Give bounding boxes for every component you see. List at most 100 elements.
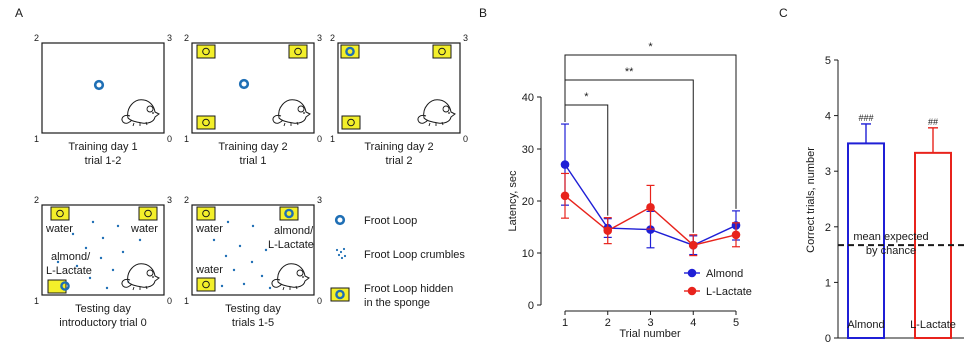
arena-caption-line2: trials 1-5 (232, 317, 274, 329)
x-tick-label: 4 (690, 317, 696, 329)
significance-annotation: ## (928, 117, 938, 127)
legend-swatch-point (687, 268, 697, 278)
sponge-with-froot-loop-icon (47, 279, 70, 294)
corner-label: 2 (330, 33, 335, 43)
arena-caption-line1: Training day 2 (364, 141, 433, 153)
corner-label: 2 (184, 33, 189, 43)
sponge-icon (196, 206, 216, 221)
legend-label: L-Lactate (706, 286, 752, 298)
corner-label: 0 (167, 134, 172, 144)
y-tick-label: 4 (825, 111, 831, 123)
arena-caption-line1: Testing day (75, 303, 131, 315)
corner-label: 1 (34, 134, 39, 144)
significance-label: ** (625, 66, 634, 78)
panel-letter-c: C (779, 6, 788, 20)
bar (847, 142, 885, 339)
sponge-with-froot-loop-icon (340, 44, 360, 59)
correct-trials-bar-chart: 0 1 2 3 4 5 ### Almond ## L-Lactate mean expected b… (825, 55, 964, 343)
y-tick-label: 0 (528, 300, 534, 312)
y-tick-label: 3 (825, 166, 831, 178)
significance-label: * (648, 41, 653, 53)
corner-label: 3 (167, 195, 172, 205)
legend-froot-loop: Froot Loop (364, 215, 417, 227)
y-axis-title: Correct trials, number (805, 147, 817, 253)
odor-label: L-Lactate (46, 265, 92, 277)
legend-hidden-line1: Froot Loop hidden (364, 283, 453, 295)
arena-caption-line1: Training day 1 (68, 141, 137, 153)
odor-label: L-Lactate (268, 239, 314, 251)
y-tick-label: 2 (825, 222, 831, 234)
corner-label: 0 (317, 296, 322, 306)
sponge-with-froot-loop-icon (330, 287, 350, 302)
arena-caption-line1: Testing day (225, 303, 281, 315)
reference-line-label: by chance (866, 245, 916, 257)
sponge-icon (196, 115, 216, 130)
panel-letter-a: A (15, 6, 23, 20)
crumbles-icon (335, 247, 347, 260)
x-tick-label: 5 (733, 317, 739, 329)
water-label: water (195, 223, 223, 235)
corner-label: 3 (317, 33, 322, 43)
y-tick-label: 1 (825, 277, 831, 289)
corner-label: 3 (463, 33, 468, 43)
arena-testing-trials1-5: 2 3 1 0 water water almond/ L-Lactate Te… (184, 195, 322, 329)
sponge-icon (288, 44, 308, 59)
sponge-icon (138, 206, 158, 221)
legend-panel-a: Froot Loop Froot Loop crumbles Froot Loo… (330, 214, 465, 309)
data-point (646, 202, 655, 212)
legend-label: Almond (706, 268, 743, 280)
arena-caption-line2: introductory trial 0 (59, 317, 146, 329)
x-tick-label: L-Lactate (910, 319, 956, 331)
legend-crumbles: Froot Loop crumbles (364, 249, 465, 261)
x-tick-label: 3 (647, 317, 653, 329)
data-point (560, 160, 570, 169)
corner-label: 3 (317, 195, 322, 205)
legend-swatch-point (687, 286, 697, 296)
sponge-icon (432, 44, 452, 59)
y-tick-label: 40 (522, 92, 534, 104)
arena-caption-line1: Training day 2 (218, 141, 287, 153)
corner-label: 3 (167, 33, 172, 43)
x-tick-label: 2 (605, 317, 611, 329)
corner-label: 0 (463, 134, 468, 144)
sponge-icon (196, 44, 216, 59)
corner-label: 0 (167, 296, 172, 306)
y-tick-label: 10 (522, 248, 534, 260)
y-tick-label: 0 (825, 333, 831, 343)
arena-training-day1: 2 3 1 0 Training day 1 trial 1-2 (34, 33, 172, 167)
crumbles-scatter (56, 220, 142, 290)
significance-bracket (564, 104, 609, 216)
sponge-icon (50, 206, 70, 221)
data-point (560, 191, 570, 201)
legend-hidden-line2: in the sponge (364, 297, 430, 309)
significance-annotation: ### (858, 113, 873, 123)
arena-training-day2-trial1: 2 3 1 0 Training day 2 trial 1 (184, 33, 322, 167)
water-label: water (195, 264, 223, 276)
corner-label: 1 (330, 134, 335, 144)
corner-label: 0 (317, 134, 322, 144)
corner-label: 1 (184, 134, 189, 144)
reference-line-label: mean expected (853, 231, 928, 243)
data-point (688, 240, 698, 250)
sponge-with-froot-loop-icon (279, 206, 299, 221)
odor-label: almond/ (274, 225, 314, 237)
data-point (603, 226, 613, 235)
corner-label: 2 (34, 33, 39, 43)
arena-caption-line2: trial 1 (240, 155, 267, 167)
significance-label: * (584, 91, 589, 103)
sponge-icon (196, 277, 216, 292)
x-tick-label: Almond (847, 319, 884, 331)
froot-loop-icon (334, 214, 346, 226)
x-axis-title: Trial number (619, 328, 681, 340)
corner-label: 1 (34, 296, 39, 306)
y-tick-label: 20 (522, 196, 534, 208)
y-tick-label: 30 (522, 144, 534, 156)
odor-label: almond/ (51, 251, 91, 263)
corner-label: 2 (34, 195, 39, 205)
y-axis-title: Latency, sec (507, 170, 519, 231)
sponge-icon (341, 115, 361, 130)
crumbles-scatter (212, 220, 272, 290)
water-label: water (130, 223, 158, 235)
